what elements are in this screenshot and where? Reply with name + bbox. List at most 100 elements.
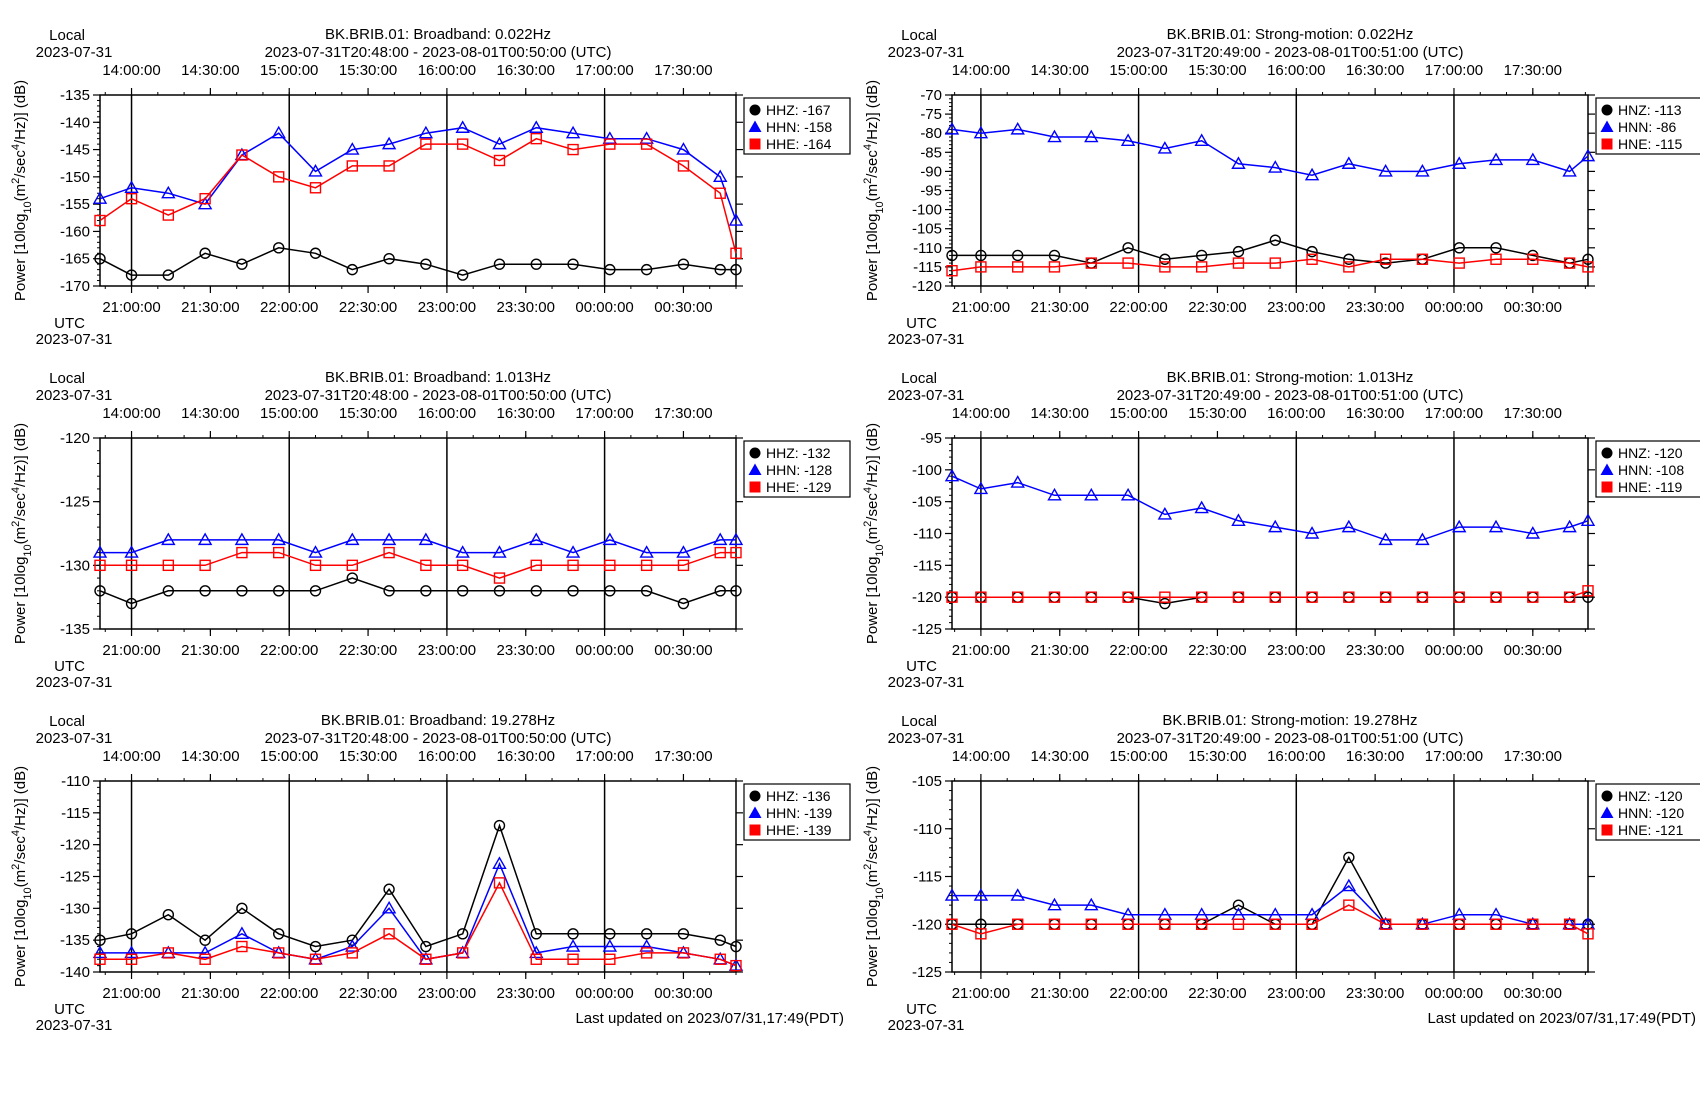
x-tick-label-utc: 00:00:00 (1425, 985, 1483, 1002)
data-point-triangle (639, 545, 654, 558)
data-point-triangle (418, 532, 434, 546)
data-point-square (94, 953, 106, 965)
x-tick-label-local: 14:00:00 (102, 62, 160, 79)
data-point-triangle (124, 545, 139, 558)
legend-label: HNZ: -120 (1618, 788, 1683, 804)
data-point-circle (1306, 245, 1318, 258)
data-point-square (1453, 918, 1465, 930)
y-tick-label: -115 (913, 557, 942, 574)
x-tick-label-utc: 00:30:00 (1504, 985, 1562, 1002)
data-point-triangle (1231, 156, 1246, 169)
x-tick-label-utc: 22:00:00 (1109, 642, 1167, 659)
data-point-circle (730, 263, 742, 276)
data-point-square (1343, 899, 1355, 911)
x-tick-label-utc: 22:30:00 (339, 642, 397, 659)
chart-title: BK.BRIB.01: Strong-motion: 1.013Hz (1167, 369, 1414, 386)
data-point-square (309, 953, 322, 965)
plot-frame (99, 94, 737, 287)
data-point-circle (1195, 249, 1208, 262)
legend-marker (749, 138, 761, 150)
data-point-triangle (1084, 487, 1099, 501)
utc-label: UTC (906, 1001, 937, 1018)
data-point-triangle (1525, 152, 1541, 166)
data-point-triangle (197, 945, 213, 959)
data-point-triangle (1157, 141, 1173, 154)
utc-date-label: 2023-07-31 (888, 331, 965, 348)
y-tick-label: -120 (60, 430, 90, 447)
data-point-circle (125, 269, 138, 281)
data-point-triangle (92, 191, 108, 204)
data-point-square (199, 192, 211, 205)
data-point-triangle (345, 532, 360, 546)
data-point-triangle (124, 180, 139, 193)
x-tick-label-utc: 00:30:00 (654, 985, 712, 1002)
series-line (100, 551, 736, 579)
data-point-circle (456, 269, 469, 281)
data-point-triangle (1562, 519, 1577, 533)
data-point-square (1122, 257, 1134, 269)
y-tick-label: -130 (60, 900, 90, 917)
data-point-square (383, 160, 395, 172)
data-point-square (567, 559, 579, 572)
data-point-triangle (1304, 526, 1320, 539)
data-point-square (383, 546, 395, 559)
data-point-triangle (381, 136, 397, 150)
legend-marker (1601, 481, 1613, 493)
y-tick-label: -110 (913, 240, 942, 257)
x-tick-label-local: 17:30:00 (654, 62, 712, 79)
utc-date-label: 2023-07-31 (888, 674, 965, 691)
data-point-triangle (1580, 513, 1596, 526)
x-tick-label-local: 15:30:00 (339, 405, 397, 422)
data-point-triangle (1120, 487, 1136, 501)
y-tick-label: -80 (920, 125, 942, 142)
data-point-circle (493, 585, 506, 597)
legend-label: HHN: -139 (766, 805, 832, 821)
x-tick-label-utc: 23:00:00 (1267, 985, 1325, 1002)
y-tick-label: -105 (912, 221, 942, 238)
data-point-triangle (308, 545, 323, 558)
data-point-square (1343, 591, 1355, 603)
x-tick-label-local: 14:30:00 (181, 405, 239, 422)
x-tick-label-utc: 00:00:00 (575, 985, 633, 1002)
data-point-circle (236, 585, 248, 597)
chart-panel: BK.BRIB.01: Broadband: 1.013Hz2023-07-31… (10, 369, 851, 691)
data-point-circle (420, 585, 432, 597)
data-point-circle (1582, 253, 1594, 265)
data-point-triangle (602, 532, 618, 546)
x-tick-label-local: 15:00:00 (260, 62, 318, 79)
data-point-triangle (492, 856, 507, 869)
data-point-square (1195, 261, 1208, 273)
x-tick-label-local: 15:30:00 (339, 62, 397, 79)
data-point-triangle (1157, 506, 1173, 520)
utc-label: UTC (54, 315, 85, 332)
data-point-circle (1453, 242, 1465, 254)
chart-subtitle: 2023-07-31T20:49:00 - 2023-08-01T00:51:0… (1117, 44, 1464, 61)
x-tick-label-local: 15:30:00 (1188, 405, 1246, 422)
x-tick-label-local: 17:00:00 (575, 62, 633, 79)
data-point-triangle (1231, 513, 1246, 526)
data-point-square (1269, 591, 1281, 603)
y-tick-label: -135 (60, 87, 90, 104)
data-point-square (1306, 253, 1318, 265)
data-point-square (1490, 591, 1502, 603)
data-point-circle (493, 819, 506, 832)
data-point-triangle (345, 142, 360, 155)
legend-marker (1600, 806, 1614, 818)
x-tick-label-utc: 22:00:00 (1109, 299, 1167, 316)
data-point-circle (1490, 242, 1502, 254)
x-tick-label-utc: 00:30:00 (654, 642, 712, 659)
legend-box (1595, 440, 1700, 498)
data-point-triangle (1525, 526, 1541, 539)
data-point-circle (1343, 851, 1355, 864)
data-point-square (1048, 918, 1061, 930)
x-tick-label-utc: 21:30:00 (181, 299, 239, 316)
data-point-triangle (381, 900, 397, 914)
data-point-square (162, 947, 175, 959)
data-point-triangle (1378, 532, 1393, 546)
data-point-square (530, 953, 542, 965)
chart-panel: BK.BRIB.01: Strong-motion: 19.278Hz2023-… (862, 712, 1700, 1034)
local-label: Local (901, 27, 937, 44)
data-point-square (420, 138, 432, 150)
data-point-square (1159, 591, 1171, 603)
y-tick-label: -85 (920, 144, 942, 161)
